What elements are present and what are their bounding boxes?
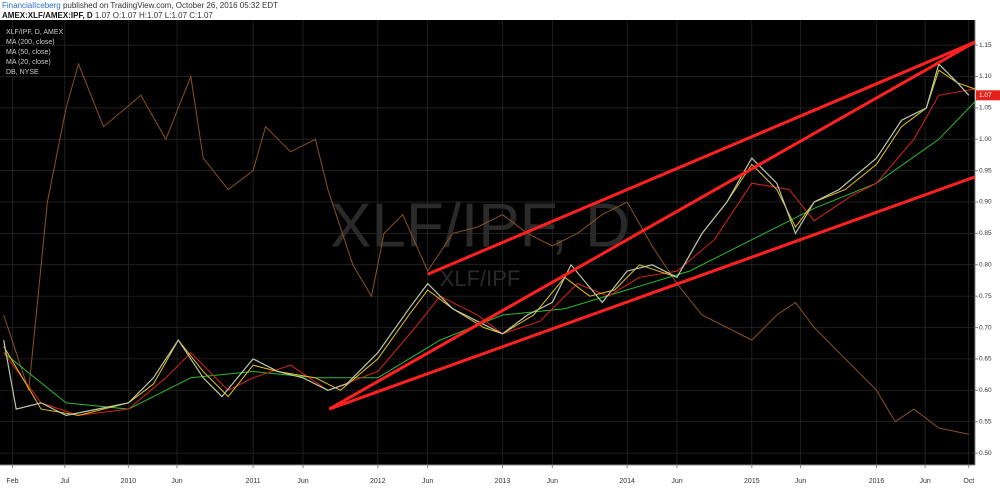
x-tick-label: Jun [795,478,806,485]
y-tick-label: 1.10 [979,73,992,80]
y-tick-label: 0.90 [979,199,992,206]
trend-line [328,40,976,411]
y-tick-label: 0.55 [979,418,992,425]
x-tick-label: Feb [6,478,18,485]
ohlc-value: 1.07 [171,11,188,20]
legend-entry: MA (20, close) [6,59,51,66]
last-price-box [976,90,1000,101]
ohlc-label: C: [189,11,198,20]
chart: XLF/IPF, D XLF/IPF 0.500.550.600.650.700… [0,20,1000,490]
series-line [3,101,976,410]
x-tick-label: Jun [547,478,558,485]
x-tick-label: 2011 [246,478,261,485]
x-tick-label: Jul [60,478,69,485]
ohlc-label: L: [164,11,172,20]
x-tick-label: Jun [422,478,433,485]
ohlc-value: 1.07 [146,11,163,20]
x-tick-label: 2012 [370,478,386,485]
y-tick-label: 1.05 [979,105,992,112]
watermark-small: XLF/IPF [440,266,521,291]
x-tick-label: Oct [963,478,974,485]
legend-entry: DB, NYSE [6,69,39,76]
author[interactable]: FinancialIceberg [2,1,61,10]
y-tick-label: 0.60 [979,387,992,394]
x-tick-label: Jun [297,478,308,485]
trend-line [328,175,976,411]
quote-line: AMEX:XLF/AMEX:IPF, D 1.07 O:1.07 H:1.07 … [2,11,213,20]
x-tick-label: 2013 [495,478,511,485]
ohlc-label: H: [138,11,147,20]
legend-entry: XLF/IPF, D, AMEX [6,29,64,36]
last: 1.07 [94,11,111,20]
published: published on TradingView.com, October 26… [62,1,279,10]
y-tick-label: 0.85 [979,230,992,237]
series-line [3,69,976,416]
legend-entry: MA (50, close) [6,49,51,56]
x-tick-label: Jun [919,478,930,485]
x-tick-label: Jun [171,478,182,485]
x-tick-label: 2016 [869,478,885,485]
series-line [3,62,969,435]
ohlc-label: O: [112,11,122,20]
series-line [3,62,970,417]
y-tick-label: 1.00 [979,136,992,143]
publish-line: FinancialIceberg published on TradingVie… [2,1,278,10]
ohlc: O:1.07 H:1.07 L:1.07 C:1.07 [113,11,213,20]
symbol: AMEX:XLF/AMEX:IPF, D [2,11,93,20]
legend-entry: MA (200, close) [6,39,55,46]
ohlc-value: 1.07 [121,11,137,20]
y-tick-label: 0.95 [979,167,992,174]
ohlc-value: 1.07 [197,11,213,20]
x-tick-label: 2015 [744,478,760,485]
y-tick-label: 0.50 [979,450,992,457]
x-tick-label: Jun [671,478,682,485]
y-tick-label: 0.80 [979,262,992,269]
y-tick-label: 0.75 [979,293,992,300]
x-tick-label: 2014 [619,478,635,485]
last-price-label: 1.07 [979,92,992,99]
x-tick-label: 2010 [121,478,137,485]
y-tick-label: 0.70 [979,324,992,331]
trend-line [427,40,976,276]
y-tick-label: 1.15 [979,42,992,49]
y-tick-label: 0.65 [979,356,992,363]
plot-background [0,20,975,465]
